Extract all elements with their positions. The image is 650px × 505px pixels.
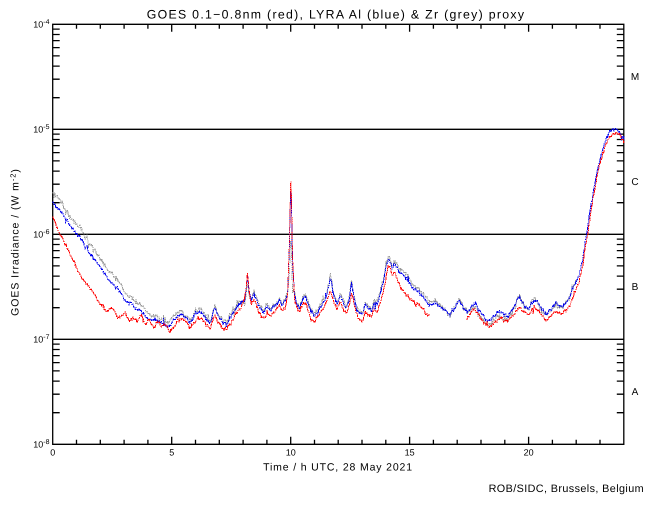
svg-text:M: M <box>631 72 639 83</box>
svg-text:20: 20 <box>524 448 534 458</box>
svg-text:ROB/SIDC, Brussels, Belgium: ROB/SIDC, Brussels, Belgium <box>489 483 644 495</box>
svg-text:Time / h UTC, 28 May 2021: Time / h UTC, 28 May 2021 <box>263 462 413 474</box>
svg-text:10-8: 10-8 <box>33 439 49 450</box>
svg-text:GOES 0.1−0.8nm (red), LYRA Al: GOES 0.1−0.8nm (red), LYRA Al (blue) & Z… <box>147 8 526 22</box>
svg-text:10-5: 10-5 <box>33 124 49 135</box>
svg-text:5: 5 <box>169 448 174 458</box>
svg-text:0: 0 <box>50 448 55 458</box>
svg-text:B: B <box>632 282 639 293</box>
svg-text:10-7: 10-7 <box>33 334 49 345</box>
svg-text:10-6: 10-6 <box>33 229 49 240</box>
svg-text:15: 15 <box>405 448 415 458</box>
svg-text:A: A <box>632 387 639 398</box>
svg-text:GOES Irradiance / (W m-2): GOES Irradiance / (W m-2) <box>9 168 22 316</box>
svg-text:10: 10 <box>286 448 296 458</box>
svg-text:C: C <box>631 177 638 188</box>
svg-text:10-4: 10-4 <box>33 19 49 30</box>
